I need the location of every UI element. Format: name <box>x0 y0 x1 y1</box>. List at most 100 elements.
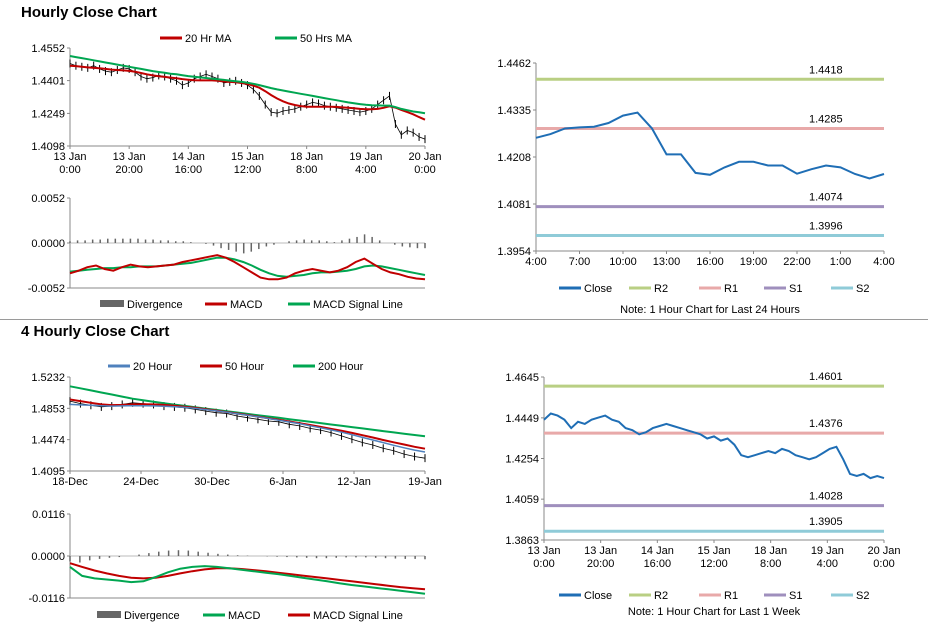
four-hourly-section-title: 4 Hourly Close Chart <box>21 323 170 340</box>
x-tick-label: 20:00 <box>115 164 143 176</box>
level-label-r2: 1.4418 <box>809 64 843 76</box>
x-tick-label: 13 Jan <box>53 151 86 163</box>
ma20-line <box>69 403 426 453</box>
level-label-r1: 1.4376 <box>809 418 843 430</box>
legend-label: 20 Hour <box>133 361 172 373</box>
ma200-line <box>69 385 426 438</box>
x-tick-label: 0:00 <box>59 164 80 176</box>
ma50-line <box>69 398 426 450</box>
x-tick-label: 15 Jan <box>231 151 264 163</box>
close-line <box>69 63 426 140</box>
close-line <box>535 111 885 180</box>
y-tick-label: 1.4462 <box>497 58 531 70</box>
x-tick-label: 19 Jan <box>811 545 844 557</box>
four-hourly-macd-chart: 0.0116 0.0000 -0.0116 Divergence MACD MACD Si… <box>29 509 426 622</box>
y-tick-label: 0.0000 <box>31 551 65 563</box>
x-tick-label: 8:00 <box>760 558 781 570</box>
y-tick-label: 0.0116 <box>32 509 65 521</box>
x-tick-label: 12:00 <box>234 164 262 176</box>
legend-label: MACD Signal Line <box>313 610 403 622</box>
x-tick-label: 7:00 <box>569 256 590 268</box>
x-tick-label: 20:00 <box>587 558 615 570</box>
legend-label: Divergence <box>127 299 183 311</box>
y-tick-label: 1.4081 <box>497 199 531 211</box>
x-tick-label: 0:00 <box>873 558 894 570</box>
legend-label: R1 <box>724 590 738 602</box>
y-tick-label: 1.4254 <box>505 454 539 466</box>
x-tick-label: 16:00 <box>644 558 672 570</box>
x-tick-label: 13:00 <box>653 256 681 268</box>
x-tick-label: 13 Jan <box>113 151 146 163</box>
x-tick-label: 13 Jan <box>527 545 560 557</box>
x-tick-label: 6-Jan <box>269 476 297 488</box>
x-tick-label: 19-Jan <box>408 476 442 488</box>
x-tick-label: 8:00 <box>296 164 317 176</box>
hourly-close-24h-chart: 1.4462 1.4335 1.4208 1.4081 1.3954 4:00 7:00 10… <box>497 58 894 316</box>
legend-label: Divergence <box>124 610 180 622</box>
y-tick-label: 1.4208 <box>497 152 531 164</box>
x-tick-label: 20 Jan <box>408 151 441 163</box>
legend-swatch <box>100 300 124 307</box>
legend-label: Close <box>584 283 612 295</box>
legend-label: S2 <box>856 590 869 602</box>
legend-label: Close <box>584 590 612 602</box>
chart-note: Note: 1 Hour Chart for Last 1 Week <box>628 606 801 618</box>
x-tick-label: 4:00 <box>817 558 838 570</box>
x-tick-label: 18 Jan <box>290 151 323 163</box>
signal-line <box>69 256 426 278</box>
legend-label: MACD Signal Line <box>313 299 403 311</box>
x-tick-label: 22:00 <box>783 256 811 268</box>
x-tick-label: 1:00 <box>830 256 851 268</box>
x-tick-label: 16:00 <box>175 164 203 176</box>
x-tick-label: 4:00 <box>355 164 376 176</box>
y-tick-label: 1.3954 <box>497 246 531 258</box>
legend-label: MACD <box>228 610 260 622</box>
x-tick-label: 14 Jan <box>172 151 205 163</box>
y-tick-label: 1.4249 <box>31 108 65 120</box>
close-line <box>69 400 426 459</box>
x-tick-label: 4:00 <box>873 256 894 268</box>
section-divider <box>0 319 928 320</box>
x-tick-label: 18 Jan <box>754 545 787 557</box>
y-tick-label: 1.4335 <box>497 105 531 117</box>
legend-label: 20 Hr MA <box>185 33 232 45</box>
y-tick-label: -0.0116 <box>29 593 66 605</box>
legend-label: R2 <box>654 590 668 602</box>
legend-label: 200 Hour <box>318 361 364 373</box>
y-tick-label: 0.0052 <box>31 193 65 205</box>
x-tick-label: 16:00 <box>696 256 724 268</box>
signal-line <box>69 562 426 591</box>
x-tick-label: 18-Dec <box>52 476 88 488</box>
y-tick-label: 1.4098 <box>31 141 65 153</box>
y-tick-label: 1.4059 <box>505 494 539 506</box>
legend-label: 50 Hrs MA <box>300 33 353 45</box>
y-tick-label: 1.4449 <box>505 413 539 425</box>
x-tick-label: 14 Jan <box>641 545 674 557</box>
x-tick-label: 13 Jan <box>584 545 617 557</box>
y-tick-label: 1.4552 <box>31 43 65 55</box>
x-tick-label: 30-Dec <box>194 476 230 488</box>
y-tick-label: 0.0000 <box>31 238 65 250</box>
level-label-s1: 1.4028 <box>809 491 843 503</box>
legend-label: S1 <box>789 283 802 295</box>
x-tick-label: 20 Jan <box>867 545 900 557</box>
legend-label: 50 Hour <box>225 361 264 373</box>
legend-label: R1 <box>724 283 738 295</box>
hourly-section-title: Hourly Close Chart <box>21 4 157 21</box>
level-label-r1: 1.4285 <box>809 114 843 126</box>
x-tick-label: 10:00 <box>609 256 637 268</box>
legend-swatch <box>97 611 121 618</box>
legend-label: R2 <box>654 283 668 295</box>
hourly-macd-chart: 0.0052 0.0000 -0.0052 Divergence MACD MACD Si… <box>28 193 426 311</box>
y-tick-label: 1.5232 <box>31 372 65 384</box>
y-tick-label: 1.4095 <box>31 466 65 478</box>
level-label-s1: 1.4074 <box>809 192 843 204</box>
x-tick-label: 19:00 <box>740 256 768 268</box>
x-tick-label: 15 Jan <box>697 545 730 557</box>
x-tick-label: 0:00 <box>414 164 435 176</box>
y-tick-label: 1.4853 <box>31 403 65 415</box>
x-tick-label: 12:00 <box>700 558 728 570</box>
